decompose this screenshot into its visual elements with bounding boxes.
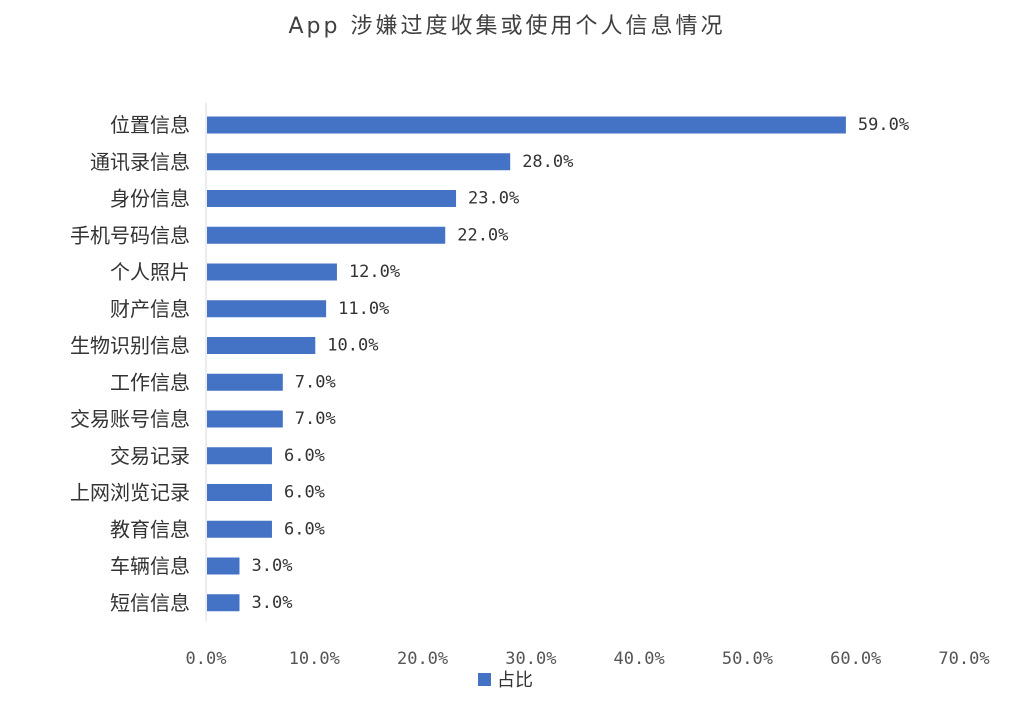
chart-title: App 涉嫌过度收集或使用个人信息情况 xyxy=(288,14,726,39)
bar xyxy=(207,226,446,244)
bar xyxy=(207,153,511,171)
x-tick-label: 20.0% xyxy=(397,649,448,669)
category-label: 手机号码信息 xyxy=(70,223,190,247)
data-label: 6.0% xyxy=(284,446,325,466)
bar xyxy=(207,373,283,391)
bar xyxy=(207,557,240,575)
data-label: 23.0% xyxy=(468,189,519,209)
category-label: 身份信息 xyxy=(110,187,190,211)
category-label: 教育信息 xyxy=(110,517,190,541)
legend-swatch xyxy=(478,672,491,686)
data-label: 7.0% xyxy=(295,372,336,392)
x-tick-label: 10.0% xyxy=(289,649,340,669)
x-tick-label: 0.0% xyxy=(186,649,227,669)
data-label: 6.0% xyxy=(284,483,325,503)
bar xyxy=(207,263,337,281)
bar xyxy=(207,116,846,134)
x-tick-label: 40.0% xyxy=(614,649,665,669)
category-label: 车辆信息 xyxy=(110,554,190,578)
category-label: 交易账号信息 xyxy=(70,407,190,431)
data-label: 6.0% xyxy=(284,519,325,539)
legend: 占比 xyxy=(478,666,533,692)
category-label: 交易记录 xyxy=(110,444,190,468)
x-tick-label: 50.0% xyxy=(722,649,773,669)
category-label: 上网浏览记录 xyxy=(70,481,190,505)
category-label: 个人照片 xyxy=(110,260,190,284)
bar xyxy=(207,300,327,318)
bar xyxy=(207,520,272,538)
bar xyxy=(207,594,240,612)
category-label: 通讯录信息 xyxy=(90,150,190,174)
category-label: 位置信息 xyxy=(110,113,190,137)
data-label: 59.0% xyxy=(858,115,909,135)
legend-label: 占比 xyxy=(497,670,533,691)
bar xyxy=(207,190,457,207)
bar xyxy=(207,337,316,354)
data-label: 11.0% xyxy=(338,299,389,319)
data-label: 10.0% xyxy=(327,336,378,356)
data-label: 28.0% xyxy=(522,152,573,172)
category-label: 工作信息 xyxy=(110,370,190,394)
bar xyxy=(207,484,272,501)
data-label: 3.0% xyxy=(251,556,292,576)
x-tick-label: 60.0% xyxy=(830,649,881,669)
data-label: 3.0% xyxy=(251,593,292,613)
category-label: 财产信息 xyxy=(110,297,190,321)
data-label: 22.0% xyxy=(457,225,508,245)
x-tick-label: 70.0% xyxy=(938,649,989,669)
bar xyxy=(207,447,272,465)
category-label: 生物识别信息 xyxy=(70,334,190,358)
x-tick-label: 30.0% xyxy=(505,649,556,669)
data-label: 7.0% xyxy=(295,409,336,429)
data-label: 12.0% xyxy=(349,262,400,282)
bar xyxy=(207,410,283,428)
category-label: 短信信息 xyxy=(110,591,190,615)
